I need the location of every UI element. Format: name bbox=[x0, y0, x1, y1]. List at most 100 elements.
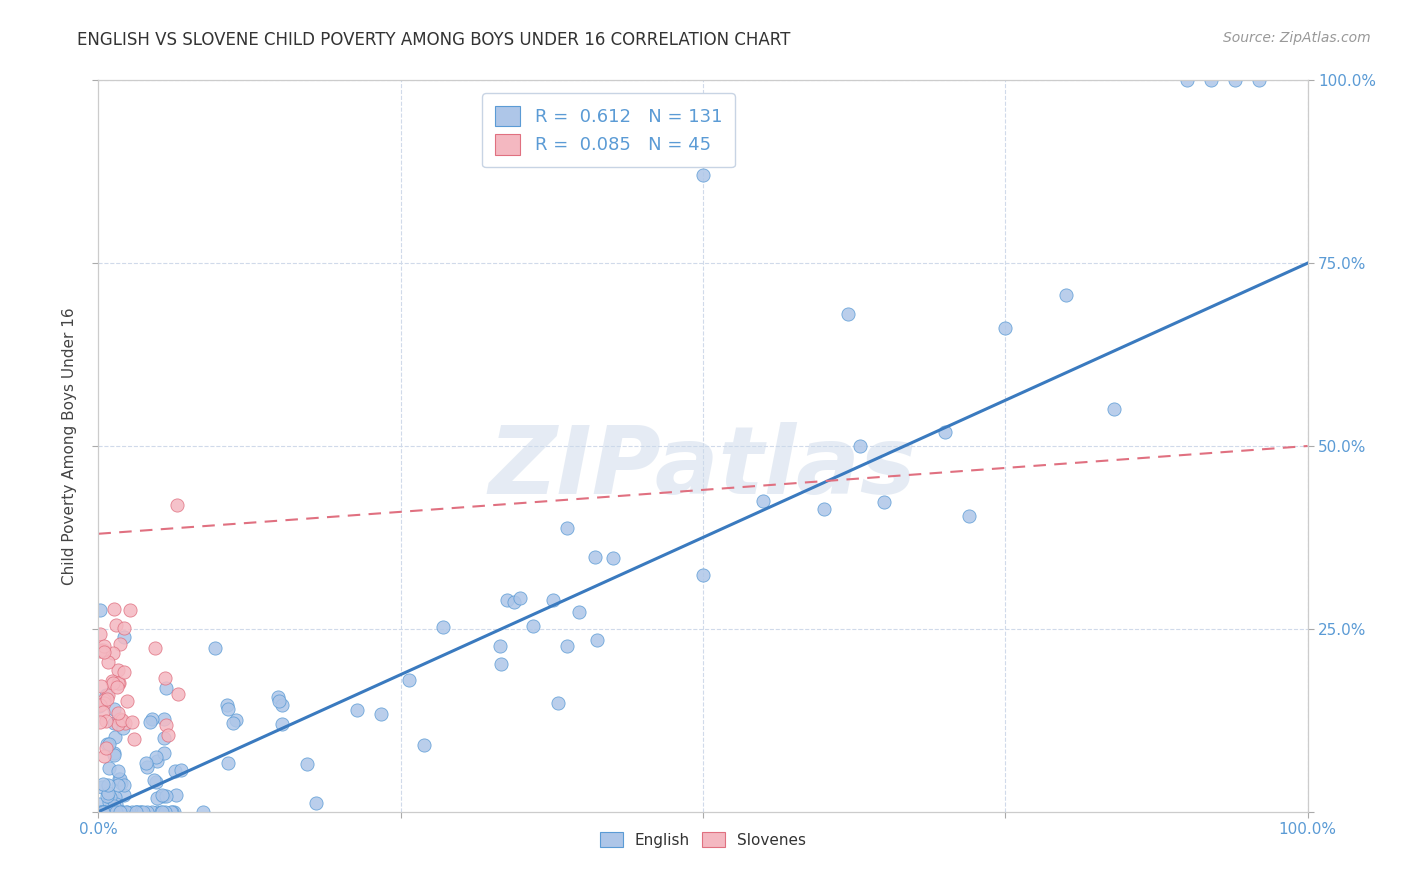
Point bbox=[146, 805, 169, 819]
Point bbox=[90, 679, 112, 693]
Point bbox=[153, 671, 176, 685]
Point bbox=[97, 786, 120, 800]
Legend: English, Slovenes: English, Slovenes bbox=[592, 824, 814, 855]
Point bbox=[522, 618, 544, 632]
Point bbox=[105, 680, 128, 694]
Point bbox=[370, 707, 392, 722]
Point bbox=[87, 698, 110, 713]
Point bbox=[108, 772, 131, 786]
Point bbox=[145, 791, 167, 805]
Point bbox=[93, 805, 115, 819]
Point bbox=[97, 688, 120, 702]
Point bbox=[222, 715, 245, 730]
Point bbox=[503, 595, 526, 609]
Point bbox=[107, 717, 129, 731]
Point bbox=[122, 731, 145, 746]
Point bbox=[94, 714, 117, 728]
Point bbox=[166, 687, 188, 701]
Point bbox=[104, 731, 127, 745]
Point bbox=[153, 805, 176, 819]
Point bbox=[115, 805, 138, 819]
Point bbox=[114, 715, 136, 730]
Point bbox=[496, 593, 519, 607]
Point bbox=[152, 731, 174, 746]
Point bbox=[139, 715, 162, 730]
Point bbox=[160, 805, 183, 819]
Point bbox=[89, 715, 111, 730]
Point bbox=[152, 789, 174, 803]
Point bbox=[136, 805, 159, 819]
Point bbox=[412, 738, 434, 752]
Point bbox=[110, 805, 132, 819]
Point bbox=[107, 663, 129, 677]
Point bbox=[150, 805, 173, 819]
Point bbox=[586, 632, 609, 647]
Point bbox=[104, 797, 127, 812]
Point bbox=[541, 593, 564, 607]
Point bbox=[145, 775, 167, 789]
Point bbox=[129, 805, 152, 819]
Point bbox=[152, 746, 174, 760]
Point bbox=[111, 805, 134, 819]
Point bbox=[135, 756, 157, 770]
Point bbox=[547, 696, 569, 710]
Point bbox=[346, 703, 368, 717]
Point bbox=[96, 737, 118, 751]
Point bbox=[103, 746, 125, 760]
Point bbox=[96, 691, 118, 706]
Point bbox=[112, 778, 135, 792]
Point bbox=[93, 693, 115, 707]
Point bbox=[146, 754, 169, 768]
Point bbox=[89, 644, 111, 658]
Point bbox=[509, 591, 531, 605]
Point bbox=[555, 639, 578, 653]
Point bbox=[155, 681, 177, 695]
Point bbox=[957, 509, 980, 524]
Point bbox=[156, 728, 179, 742]
Point bbox=[91, 642, 114, 657]
Point bbox=[141, 712, 163, 726]
Point bbox=[112, 621, 135, 635]
Point bbox=[121, 805, 143, 819]
Point bbox=[87, 797, 110, 811]
Point bbox=[193, 805, 215, 819]
Point bbox=[89, 805, 111, 819]
Point bbox=[692, 567, 714, 582]
Point bbox=[93, 748, 115, 763]
Point bbox=[91, 780, 114, 794]
Point bbox=[112, 788, 135, 802]
Point bbox=[108, 805, 131, 819]
Point bbox=[94, 740, 117, 755]
Point bbox=[432, 619, 454, 633]
Text: ENGLISH VS SLOVENE CHILD POVERTY AMONG BOYS UNDER 16 CORRELATION CHART: ENGLISH VS SLOVENE CHILD POVERTY AMONG B… bbox=[77, 31, 790, 49]
Y-axis label: Child Poverty Among Boys Under 16: Child Poverty Among Boys Under 16 bbox=[62, 307, 77, 585]
Point bbox=[488, 639, 510, 653]
Point bbox=[271, 698, 294, 712]
Point bbox=[100, 673, 122, 688]
Text: Source: ZipAtlas.com: Source: ZipAtlas.com bbox=[1223, 31, 1371, 45]
Point bbox=[994, 321, 1017, 335]
Point bbox=[111, 805, 134, 819]
Point bbox=[103, 702, 125, 716]
Point bbox=[89, 603, 111, 617]
Point bbox=[155, 717, 177, 731]
Point bbox=[121, 714, 143, 729]
Point bbox=[602, 550, 624, 565]
Point bbox=[97, 737, 120, 751]
Point bbox=[89, 698, 111, 712]
Point bbox=[128, 805, 150, 819]
Point bbox=[150, 805, 173, 819]
Point bbox=[1175, 73, 1198, 87]
Point bbox=[305, 796, 328, 810]
Point bbox=[93, 639, 115, 653]
Point bbox=[104, 790, 127, 805]
Point bbox=[107, 764, 129, 778]
Point bbox=[97, 778, 120, 792]
Point bbox=[96, 805, 118, 819]
Point bbox=[93, 805, 115, 819]
Point bbox=[125, 805, 148, 819]
Point bbox=[141, 805, 163, 819]
Point bbox=[104, 805, 127, 819]
Point bbox=[111, 713, 134, 727]
Point bbox=[103, 715, 125, 730]
